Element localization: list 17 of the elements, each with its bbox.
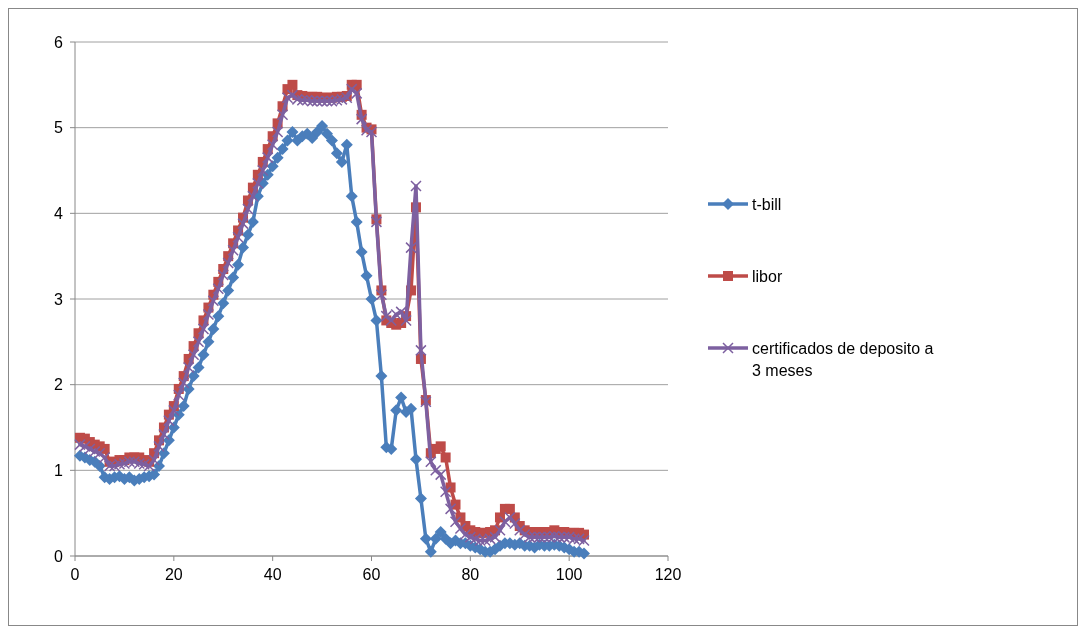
x-tick-label: 20: [164, 566, 183, 583]
y-tick-label: 4: [54, 204, 64, 222]
legend-label: libor: [752, 267, 783, 285]
legend-label: t-bill: [752, 195, 782, 213]
legend-label: certificados de deposito a 3 meses: [752, 339, 934, 379]
y-tick-label: 0: [54, 547, 64, 565]
x-tick-label: 60: [362, 566, 381, 583]
x-tick-label: 40: [263, 566, 282, 583]
x-tick-label: 120: [654, 566, 682, 583]
y-tick-label: 6: [54, 33, 64, 51]
x-tick-label: 80: [461, 566, 480, 583]
x-tick-label: 100: [555, 566, 583, 583]
x-tick-label: 0: [70, 566, 80, 583]
y-tick-label: 2: [54, 376, 64, 394]
y-tick-label: 1: [54, 461, 64, 479]
y-tick-label: 3: [54, 290, 64, 308]
y-tick-label: 5: [54, 119, 64, 137]
